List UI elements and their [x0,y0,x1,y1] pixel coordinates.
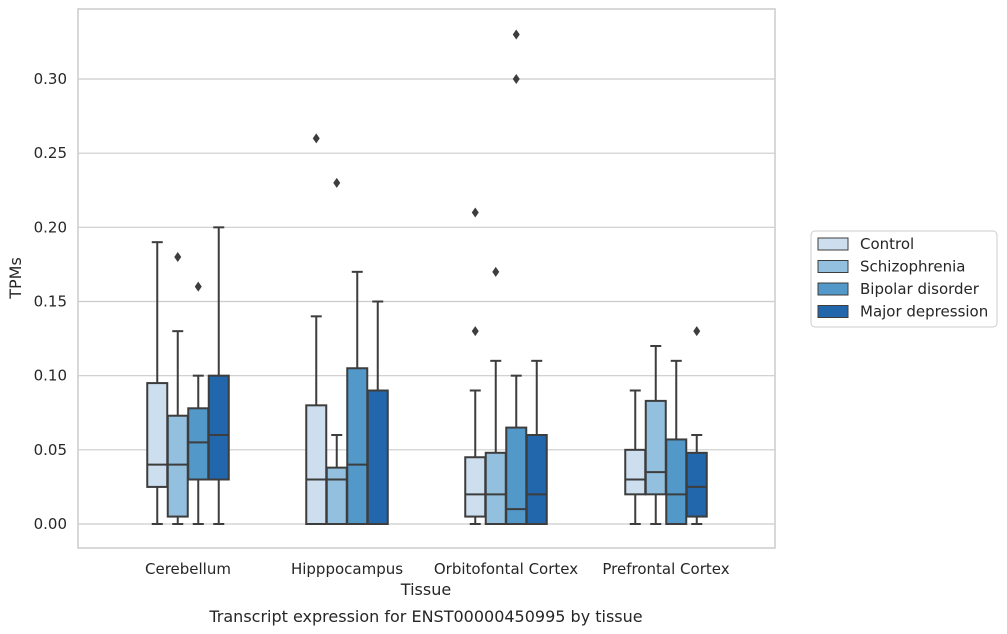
chart-caption: Transcript expression for ENST0000045099… [208,607,642,626]
outlier-point [174,252,182,262]
box-bipolar-disorder [505,29,528,526]
legend-frame [810,230,998,328]
iqr-box [305,404,328,526]
box-bipolar-disorder [665,359,688,526]
x-tick-label: Cerebellum [145,560,231,578]
iqr-box [346,367,369,525]
iqr-box [484,451,507,525]
y-tick-label: 0.25 [34,144,67,162]
iqr-box [187,407,210,481]
y-tick-label: 0.05 [34,441,67,459]
x-tick-label: Hipppocampus [291,560,403,578]
y-tick-label: 0.20 [34,218,67,236]
legend-label: Schizophrenia [860,258,965,276]
box-bipolar-disorder [346,270,369,525]
box-schizophrenia [484,266,507,525]
outlier-point [471,207,479,218]
legend-label: Major depression [860,303,988,321]
outlier-point [512,29,520,40]
legend-swatch [817,282,849,296]
box-schizophrenia [325,177,348,525]
outlier-point [512,74,520,84]
box-control [305,133,328,526]
box-major-depression [366,300,389,525]
box-control [624,389,647,525]
iqr-box [464,456,487,518]
box-schizophrenia [166,252,189,525]
box-bipolar-disorder [187,281,210,525]
outlier-point [312,133,320,144]
box-control [464,207,487,525]
legend: Control Schizophrenia Bipolar disorder Majo… [810,230,998,328]
iqr-box [146,382,169,488]
iqr-box [644,399,667,496]
iqr-box [665,438,688,526]
iqr-box [207,374,230,481]
legend-swatch [817,305,849,318]
outlier-point [693,326,701,337]
iqr-box [525,434,548,525]
y-tick-labels: 0.00 0.05 0.10 0.15 0.20 0.25 0.30 [34,70,67,533]
x-tick-labels: Cerebellum Hipppocampus Orbitofontal Corte… [145,560,730,578]
y-tick-label: 0.00 [34,515,67,533]
iqr-box [366,389,389,525]
iqr-box [166,414,189,518]
iqr-box [325,466,348,525]
y-tick-label: 0.15 [34,293,67,311]
iqr-box [624,448,647,496]
x-tick-label: Prefrontal Cortex [602,560,729,578]
outlier-point [333,177,341,188]
plot-frame [77,8,776,549]
legend-swatch [817,260,849,273]
box-major-depression [207,226,230,525]
box-major-depression [685,326,708,525]
x-tick-label: Orbitofontal Cortex [434,560,578,578]
box-control [146,241,169,525]
x-axis-label: Tissue [400,580,451,599]
y-tick-label: 0.10 [34,367,67,385]
box-major-depression [525,359,548,525]
y-axis-label: TPMs [6,257,25,300]
legend-swatch [817,237,849,251]
legend-label: Control [860,235,914,253]
legend-label: Bipolar disorder [860,280,980,298]
iqr-box [685,451,708,518]
outlier-point [194,281,202,292]
outlier-point [492,266,500,277]
box-schizophrenia [644,345,667,525]
outlier-point [471,326,479,337]
boxes [146,29,708,526]
y-tick-label: 0.30 [34,70,67,88]
